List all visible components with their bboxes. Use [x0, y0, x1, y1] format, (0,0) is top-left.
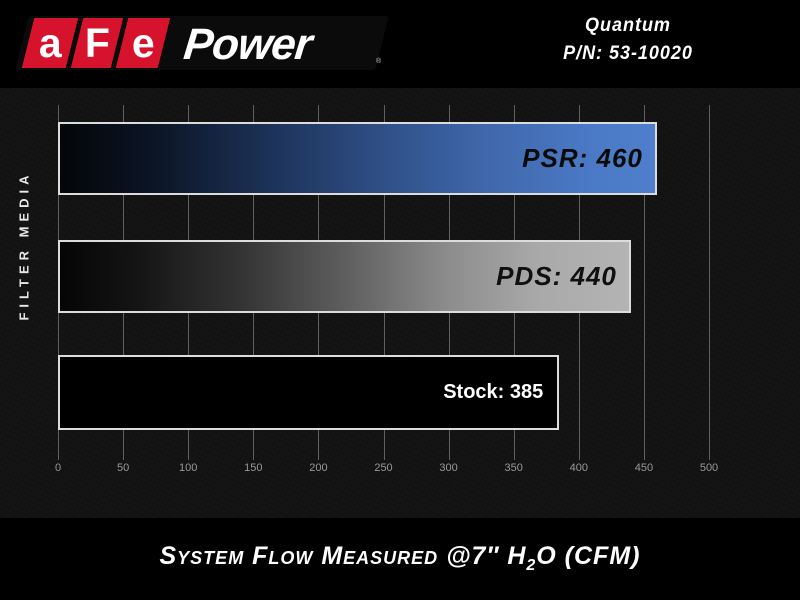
logo-letter-e: e	[132, 19, 154, 66]
caption-subscript-2: 2	[526, 557, 537, 574]
caption-text-part1: System Flow Measured @7″ H	[159, 542, 527, 570]
product-info: Quantum P/N: 53-10020	[478, 12, 778, 67]
footer-bar: System Flow Measured @7″ H2O (CFM)	[0, 518, 800, 600]
part-number: P/N: 53-10020	[563, 42, 693, 64]
registered-trademark-icon: ®	[376, 58, 382, 65]
bar-psr: PSR: 460	[58, 122, 657, 195]
logo-letter-f: F	[84, 19, 110, 66]
chart-plot-area: FILTER MEDIA PSR: 460 PDS: 440 Stock: 385 …	[0, 88, 800, 518]
afe-power-logo: a F e Power ®	[8, 12, 389, 74]
x-tick-250: 250	[374, 462, 393, 474]
x-axis-caption: System Flow Measured @7″ H2O (CFM)	[0, 542, 800, 575]
bar-stock: Stock: 385	[58, 355, 560, 430]
header-bar: a F e Power ® Quantum P/N: 53-10020	[0, 0, 800, 88]
logo-wordmark-power: Power	[181, 20, 314, 69]
x-tick-100: 100	[179, 462, 198, 474]
x-tick-150: 150	[244, 462, 263, 474]
afe-letter-blocks: a F e	[21, 18, 171, 68]
logo-letter-a: a	[39, 19, 61, 66]
bar-value-label-psr: PSR: 460	[522, 143, 643, 173]
gridline-450	[643, 105, 645, 460]
caption-text-part2: O (CFM)	[536, 542, 641, 570]
x-tick-300: 300	[439, 462, 458, 474]
bar-pds: PDS: 440	[58, 240, 631, 313]
x-tick-450: 450	[634, 462, 654, 474]
logo-block-e: e	[115, 18, 171, 68]
bar-value-label-stock: Stock: 385	[443, 381, 544, 403]
logo-block-a: a	[21, 18, 79, 68]
x-tick-400: 400	[569, 462, 588, 474]
bar-value-label-pds: PDS: 440	[496, 261, 617, 291]
logo-block-f: F	[70, 18, 124, 68]
x-tick-200: 200	[309, 462, 328, 474]
gridline-500	[709, 105, 710, 460]
x-tick-500: 500	[699, 462, 719, 474]
product-name: Quantum	[585, 15, 671, 36]
x-tick-50: 50	[116, 462, 130, 474]
x-tick-350: 350	[504, 462, 523, 474]
x-tick-0: 0	[54, 462, 62, 474]
